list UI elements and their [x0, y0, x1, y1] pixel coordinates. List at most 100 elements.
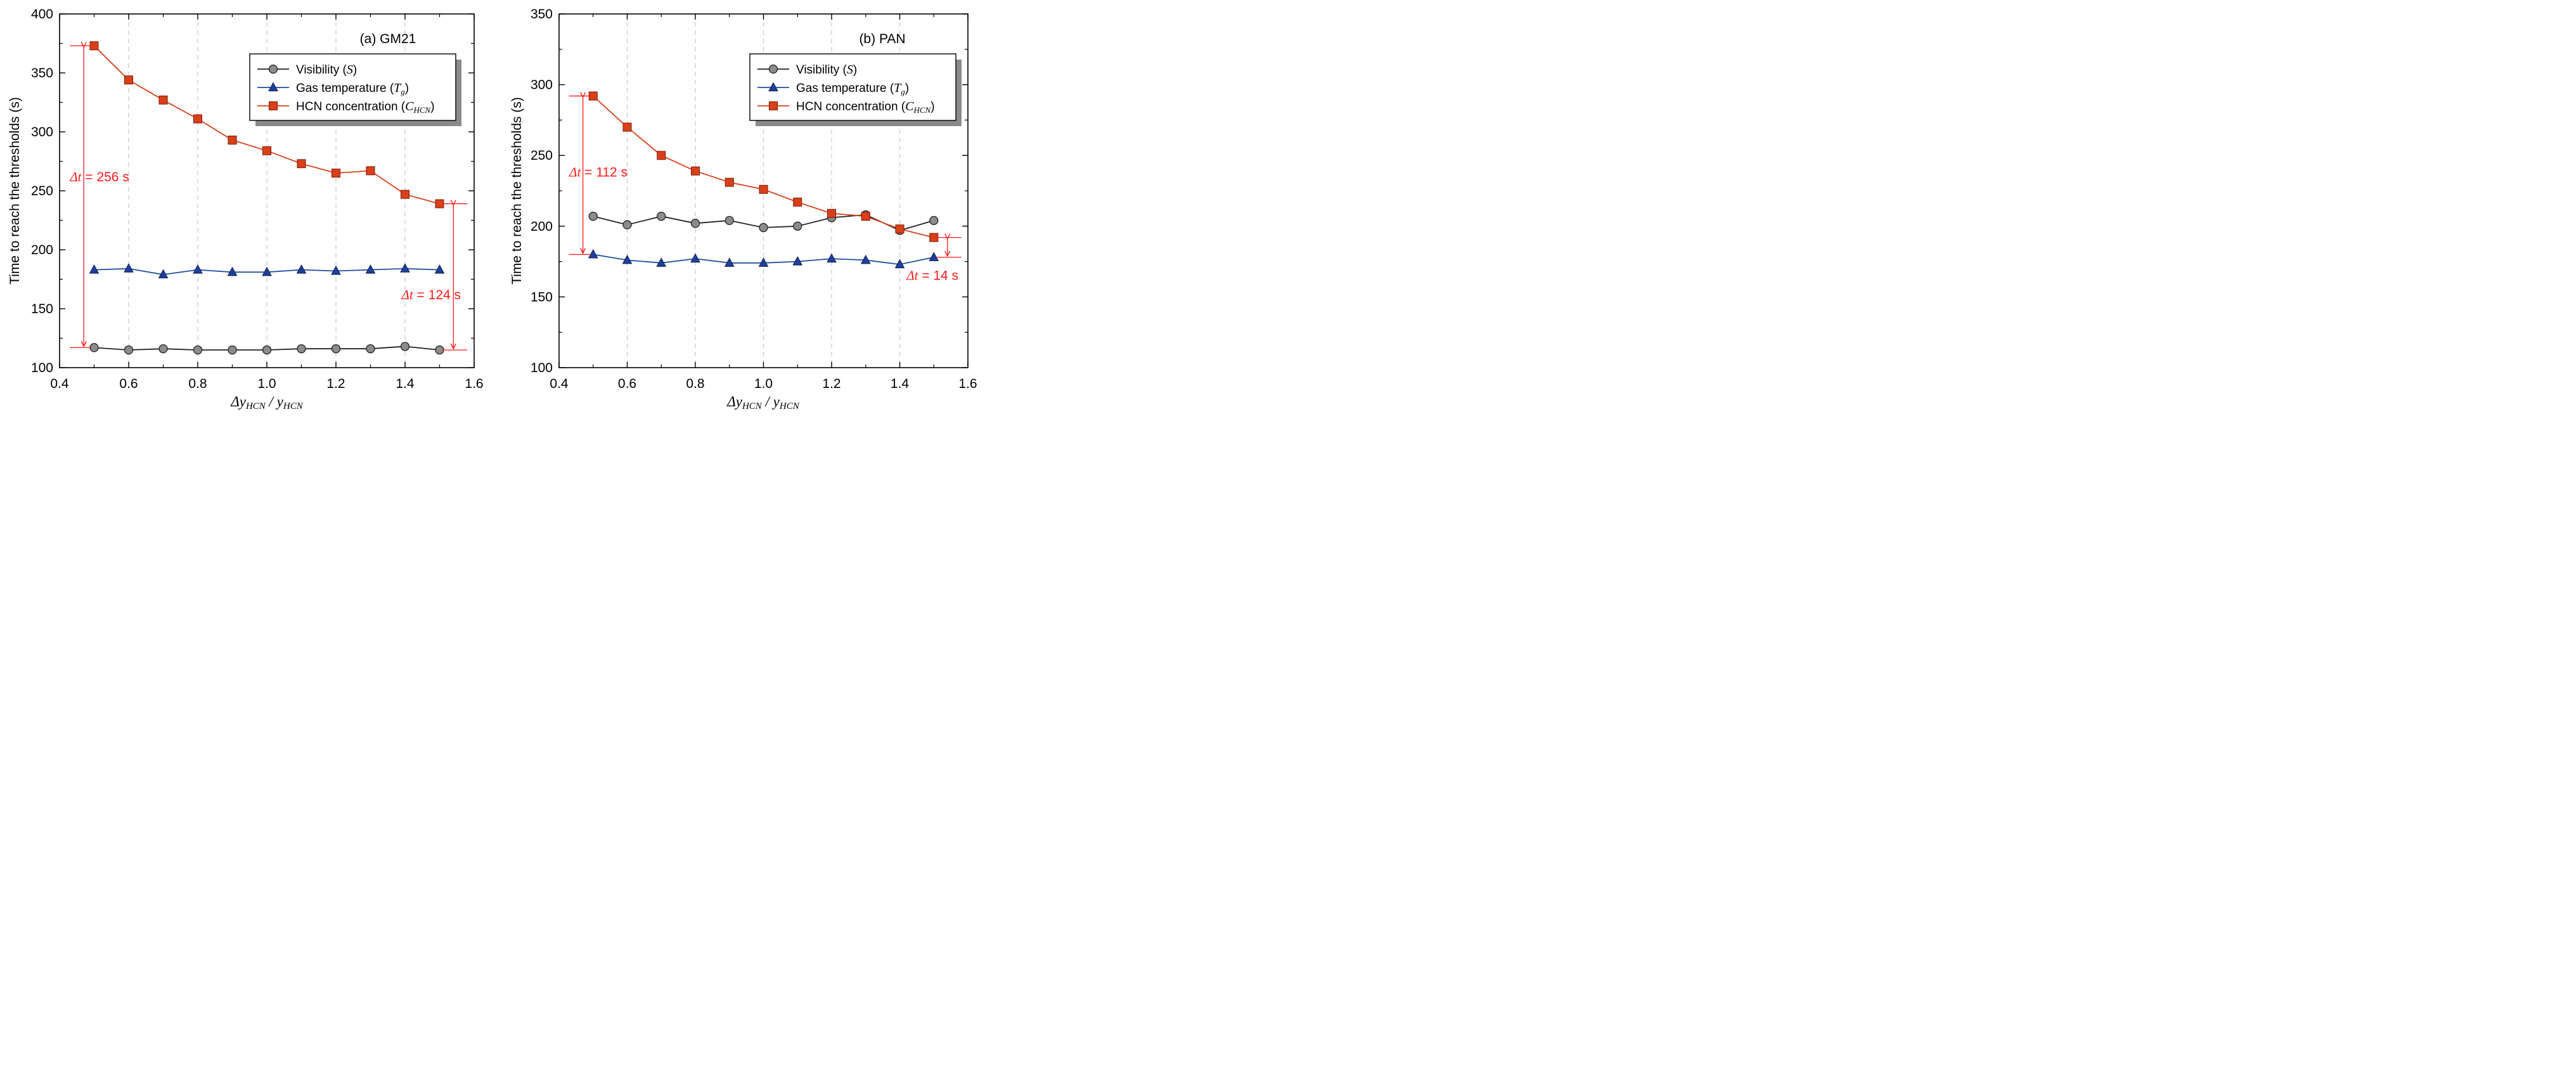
- delta-annotation: Δt = 124 s: [401, 203, 468, 351]
- y-tick-label: 300: [31, 125, 53, 139]
- data-point: [331, 344, 341, 354]
- legend-item: Visibility (S): [257, 63, 357, 77]
- data-point: [193, 264, 203, 274]
- data-point: [158, 269, 169, 279]
- chart-panel-2: 0.4 0.6 0.8 1.0 1.2 1.4 1.6 100 150 200 250 300 350 T…: [510, 7, 977, 411]
- legend-marker: [268, 82, 278, 91]
- legend-marker: [768, 64, 778, 74]
- data-point: [296, 264, 307, 274]
- x-tick-label: 1.0: [754, 377, 773, 391]
- data-point: [690, 253, 700, 263]
- y-tick-label: 150: [531, 290, 553, 304]
- data-point: [929, 216, 939, 226]
- legend: Visibility (S) Gas temperature (Tg) HCN co…: [249, 53, 461, 126]
- data-point: [124, 75, 133, 85]
- y-tick-label: 200: [31, 243, 53, 257]
- data-point: [158, 95, 168, 105]
- y-tick-label: 350: [531, 7, 553, 22]
- delta-label: Δt = 256 s: [69, 169, 129, 184]
- data-point: [793, 221, 802, 231]
- data-point: [759, 184, 768, 194]
- legend-item: Gas temperature (Tg): [257, 81, 409, 96]
- legend-marker: [268, 64, 278, 74]
- data-point: [827, 253, 837, 263]
- y-tick-label: 350: [31, 66, 53, 81]
- x-tick-label: 0.4: [50, 377, 69, 391]
- legend-label: Visibility (S): [296, 63, 357, 77]
- legend-marker: [269, 101, 278, 110]
- data-point: [929, 252, 939, 261]
- data-point: [262, 266, 272, 276]
- y-tick-label: 250: [31, 184, 53, 198]
- legend-item: Gas temperature (Tg): [757, 81, 909, 96]
- data-point: [622, 122, 632, 132]
- x-tick-label: 1.6: [958, 377, 977, 391]
- x-tick-label: 1.4: [396, 377, 415, 391]
- data-point: [861, 212, 870, 221]
- data-point: [297, 159, 306, 169]
- data-point: [860, 254, 871, 264]
- data-point: [366, 344, 375, 354]
- data-point: [793, 197, 802, 207]
- y-tick-label: 200: [531, 219, 553, 234]
- legend-label: Gas temperature (Tg): [796, 81, 909, 96]
- data-point: [724, 177, 734, 187]
- x-tick-label: 1.2: [326, 377, 345, 391]
- panel-label: (a) GM21: [360, 32, 416, 46]
- y-tick-label: 150: [31, 302, 53, 316]
- x-tick-label: 0.6: [618, 377, 636, 391]
- data-point: [691, 166, 700, 176]
- x-tick-label: 1.6: [465, 377, 483, 391]
- panel-label: (b) PAN: [859, 32, 905, 46]
- y-tick-label: 400: [31, 7, 53, 22]
- data-point: [365, 264, 376, 274]
- legend-label: Visibility (S): [796, 63, 857, 77]
- legend: Visibility (S) Gas temperature (Tg) HCN co…: [749, 53, 962, 126]
- delta-annotation: Δt = 112 s: [569, 96, 628, 255]
- data-point: [193, 345, 203, 355]
- data-point: [331, 265, 341, 275]
- x-tick-label: 0.8: [188, 377, 207, 391]
- data-point: [400, 263, 410, 273]
- data-point: [434, 264, 445, 274]
- data-point: [759, 222, 768, 233]
- legend-box: [749, 53, 956, 121]
- delta-label: Δt = 14 s: [906, 268, 958, 283]
- data-point: [894, 259, 905, 269]
- data-point: [895, 224, 905, 234]
- data-point: [228, 345, 237, 355]
- data-point: [124, 345, 134, 355]
- delta-label: Δt = 112 s: [569, 165, 628, 180]
- x-tick-label: 1.0: [257, 377, 276, 391]
- series-gas-temperature: [588, 248, 939, 269]
- data-point: [262, 345, 272, 355]
- data-point: [588, 212, 598, 221]
- data-point: [724, 257, 735, 267]
- data-point: [124, 263, 134, 273]
- data-point: [158, 344, 168, 354]
- legend-item: Visibility (S): [757, 63, 857, 77]
- legend-item: HCN concentration (CHCN): [257, 100, 435, 115]
- data-point: [193, 114, 202, 124]
- data-point: [827, 209, 836, 218]
- data-point: [228, 136, 237, 145]
- data-point: [401, 190, 409, 199]
- data-point: [656, 257, 667, 267]
- data-point: [297, 344, 306, 354]
- series-visibility: [89, 342, 444, 355]
- legend-marker: [768, 82, 778, 91]
- legend-label: Gas temperature (Tg): [296, 81, 409, 96]
- y-tick-label: 100: [531, 361, 553, 375]
- data-point: [588, 248, 598, 259]
- y-tick-label: 300: [531, 78, 553, 93]
- legend-marker: [769, 101, 778, 110]
- figure: 0.4 0.6 0.8 1.0 1.2 1.4 1.6 100 150 200 250 300 350 4…: [8, 7, 977, 411]
- x-tick-label: 1.2: [822, 377, 840, 391]
- chart-panel-1: 0.4 0.6 0.8 1.0 1.2 1.4 1.6 100 150 200 250 300 350 4…: [8, 7, 484, 411]
- data-point: [89, 264, 100, 274]
- data-point: [366, 166, 375, 176]
- legend-item: HCN concentration (CHCN): [757, 100, 935, 115]
- data-point: [657, 151, 666, 160]
- y-axis-label: Time to reach the thresholds (s): [510, 97, 524, 285]
- data-point: [400, 342, 410, 351]
